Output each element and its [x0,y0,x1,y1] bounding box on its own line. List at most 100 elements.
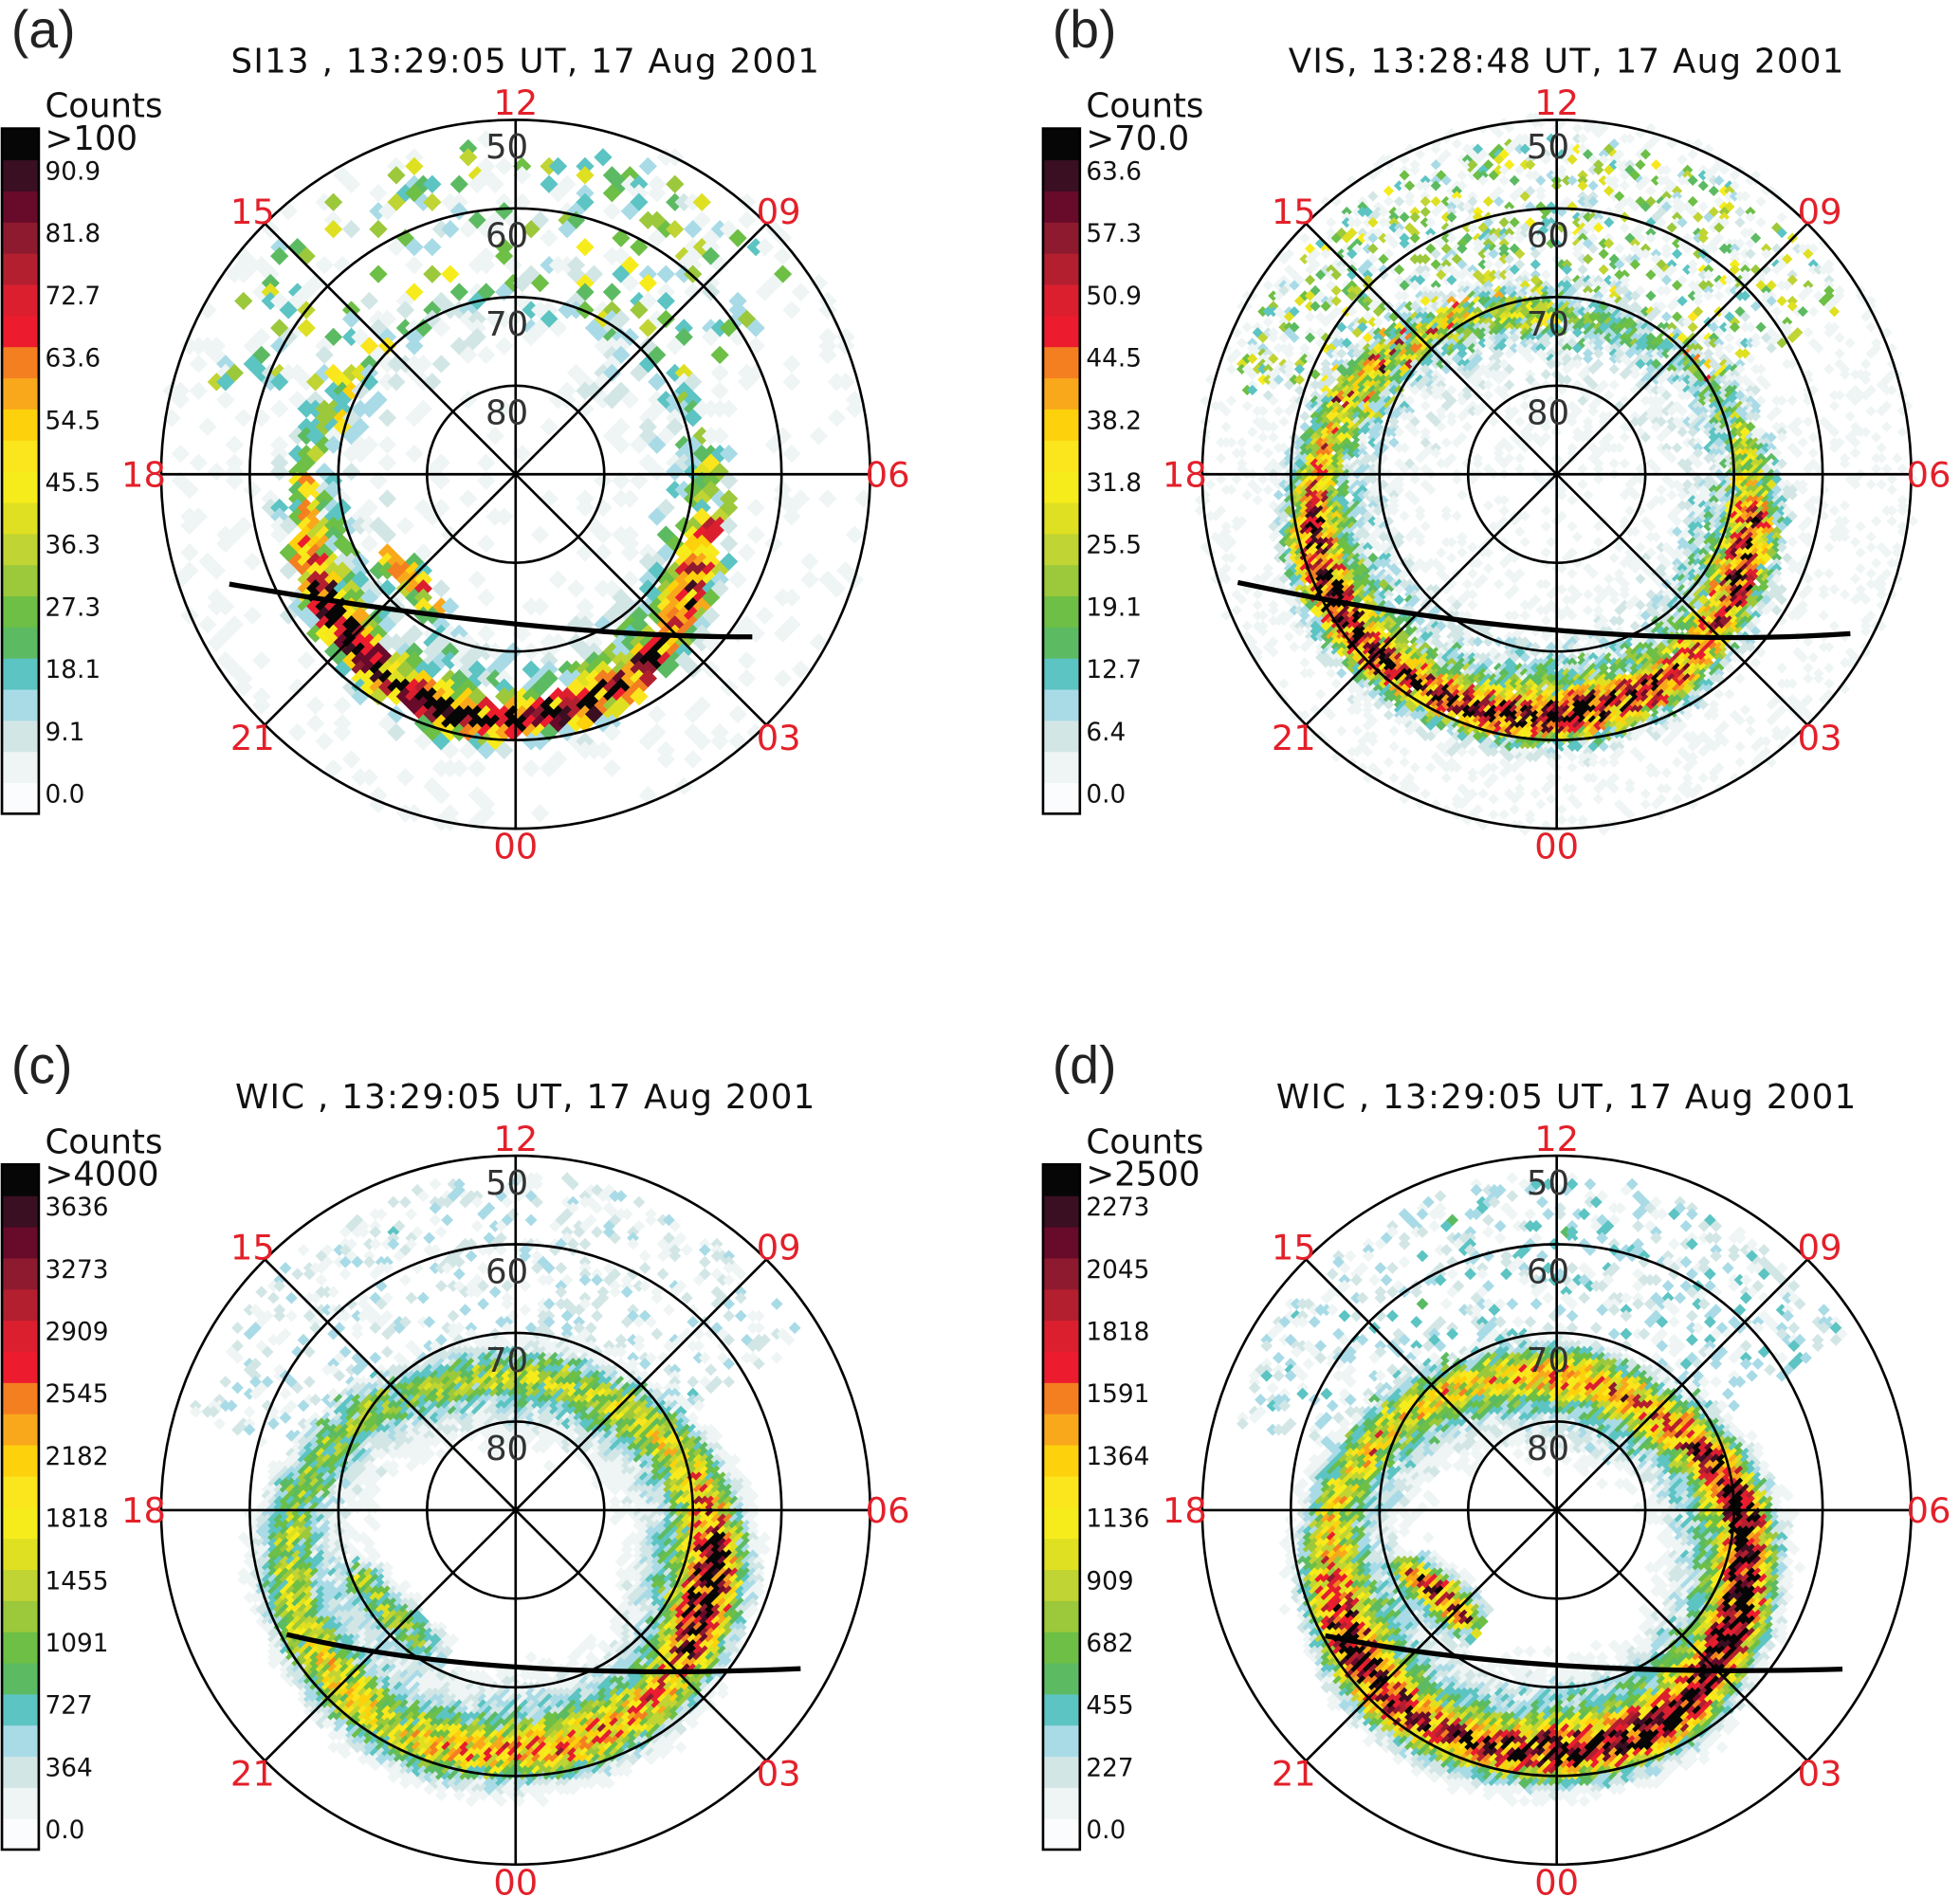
heat-cell [800,570,819,590]
colorbar-band [1042,283,1080,317]
heat-cell [477,534,496,554]
heat-cell [477,255,496,275]
colorbar-band [1,159,39,192]
heat-cell [827,409,847,428]
colorbar-band [1,222,39,254]
colorbar-band [1042,751,1080,784]
heat-cell [548,156,568,176]
colorbar-band [1042,377,1080,410]
colorbar-band [1,720,39,753]
heat-cell [1886,516,1897,527]
heat-cell [315,345,334,365]
heat-cell [710,363,729,383]
heat-cell [341,220,361,239]
colorbar-tick-label: 44.5 [1086,345,1142,374]
heat-cell [1860,358,1872,370]
heat-cell [684,750,703,769]
heat-cell [1257,431,1269,443]
heat-cell [530,804,550,823]
colorbar-band [1,627,39,659]
heat-cell [1420,206,1431,218]
heat-cell [485,427,504,446]
colorbar-tick-label: 6.4 [1086,719,1126,747]
colorbar-tick-label: 25.5 [1086,532,1142,560]
heat-cell [1619,431,1630,443]
colorbar-band [1,782,39,814]
heat-cell [216,373,235,392]
heat-cell [1818,483,1830,496]
heat-cell [1257,473,1269,485]
heat-cell [477,345,496,365]
heat-cell [566,579,586,598]
colorbar-band [1,595,39,628]
heat-cell [1876,442,1887,453]
heat-cell [1299,410,1310,422]
heat-cell [1587,180,1599,192]
heat-cell [1566,520,1578,532]
heat-cell [719,534,739,554]
heat-cell [189,355,209,374]
heat-cell [485,220,504,239]
heat-cell [1619,222,1630,233]
heat-cell [377,489,397,508]
heat-cell [1807,305,1819,318]
heat-cell [423,264,442,283]
heat-cell [1619,180,1630,192]
heat-cell [431,579,450,598]
heat-cell [710,381,729,400]
heat-cell [1247,427,1258,438]
colorbar-tick-label: >70.0 [1086,119,1189,158]
heat-cell [377,409,397,428]
heat-cell [1687,149,1698,160]
heat-cell [1671,442,1683,453]
heat-cell [818,345,837,365]
heat-cell [359,534,379,554]
heat-cell [576,543,595,562]
heat-cell [1871,557,1882,569]
heat-cell [1383,195,1395,208]
colorbar-band [1042,470,1080,503]
heat-cell [1236,437,1248,448]
colorbar-tick-label: 57.3 [1086,220,1142,248]
heat-cell [1823,363,1835,375]
heat-cell [341,462,361,482]
heat-cell [1666,489,1677,501]
heat-cell [1241,489,1253,501]
heat-cell [252,651,271,670]
colorbar-band [1042,533,1080,566]
heat-cell [1383,185,1395,197]
heat-cell [594,148,613,167]
heat-cell [746,525,765,544]
latitude-label: 50 [485,128,528,167]
heat-cell [441,264,460,283]
heat-cell [1865,531,1877,542]
heat-cell [189,453,209,472]
heat-cell [1546,537,1557,548]
colorbar-band [1,502,39,535]
heat-cell [630,435,649,454]
heat-cell [1771,305,1783,318]
heat-cell [1603,573,1615,585]
heat-cell [1598,248,1609,260]
mlt-label: 09 [757,192,801,232]
heat-cell [1635,573,1646,585]
heat-cell [423,238,442,257]
heat-cell [782,355,801,374]
heat-cell [1624,505,1636,517]
panel-title: VIS, 13:28:48 UT, 17 Aug 2001 [1289,42,1845,81]
heat-cell [666,174,685,193]
heat-cell [666,462,685,482]
heat-cell [1273,489,1285,501]
heat-cell [522,220,540,239]
heat-cell [477,588,496,607]
heat-cell [638,156,657,176]
heat-cell [1514,526,1526,538]
heat-cell [1461,578,1474,590]
colorbar-band [1,283,39,317]
colorbar-band [1,315,39,348]
heat-cell [1514,463,1526,475]
colorbar-band [1042,595,1080,628]
heat-cell [1262,447,1273,459]
heat-cell [297,651,316,670]
